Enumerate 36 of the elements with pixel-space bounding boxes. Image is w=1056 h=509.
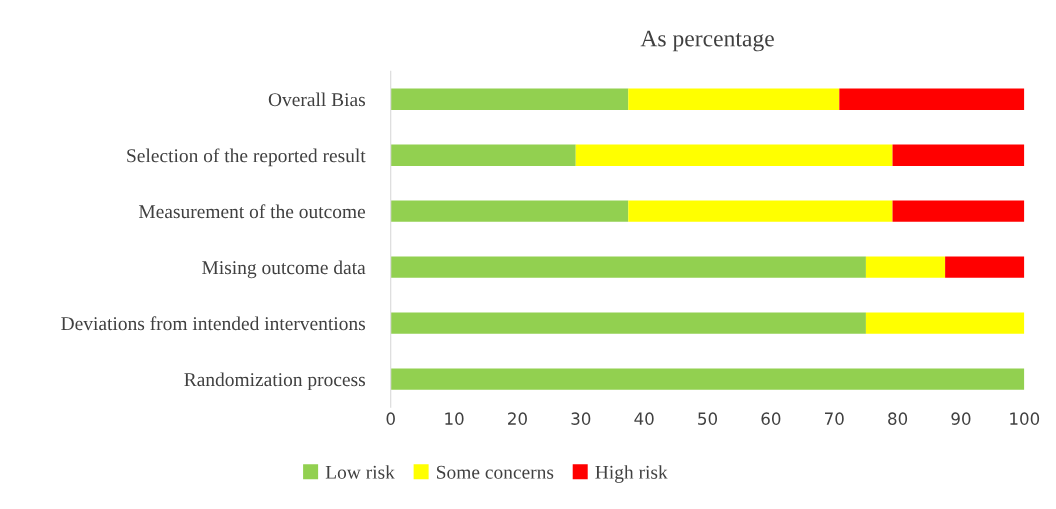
bar	[575, 144, 893, 166]
x-tick-label: 100	[1010, 412, 1040, 425]
bar	[390, 256, 866, 278]
bar	[628, 200, 893, 222]
bar	[390, 88, 629, 110]
x-tick-label: 0	[386, 412, 395, 425]
bar	[865, 312, 1025, 334]
x-tick-label: 40	[634, 412, 654, 425]
bar	[865, 256, 946, 278]
x-tick-label: 80	[888, 412, 908, 425]
y-tick-label: Measurement of the outcome	[138, 204, 366, 219]
bar	[892, 200, 1025, 222]
bar	[390, 312, 866, 334]
bar	[390, 144, 576, 166]
x-tick-label: 30	[571, 412, 591, 425]
y-tick-label: Overall Bias	[268, 92, 366, 107]
bar	[390, 200, 629, 222]
chart-title: As percentage	[640, 30, 774, 52]
bar	[628, 88, 840, 110]
x-tick-label: 90	[951, 412, 971, 425]
bar	[390, 368, 1025, 390]
bar	[892, 144, 1025, 166]
legend-label: High risk	[595, 465, 668, 483]
bar	[839, 88, 1025, 110]
y-tick-label: Randomization process	[184, 372, 366, 391]
y-tick-label: Mising outcome data	[202, 260, 366, 279]
x-tick-label: 70	[825, 412, 844, 425]
legend-label: Some concerns	[437, 465, 554, 479]
y-tick-label: Selection of the reported result	[127, 148, 366, 167]
x-tick-label: 20	[508, 412, 527, 425]
x-tick-label: 60	[761, 412, 781, 425]
y-tick-label: Deviations from intended interventions	[61, 316, 366, 331]
legend-label: Low risk	[325, 465, 395, 479]
bar	[945, 256, 1025, 278]
x-tick-label: 10	[445, 412, 464, 425]
x-tick-label: 50	[698, 412, 718, 425]
